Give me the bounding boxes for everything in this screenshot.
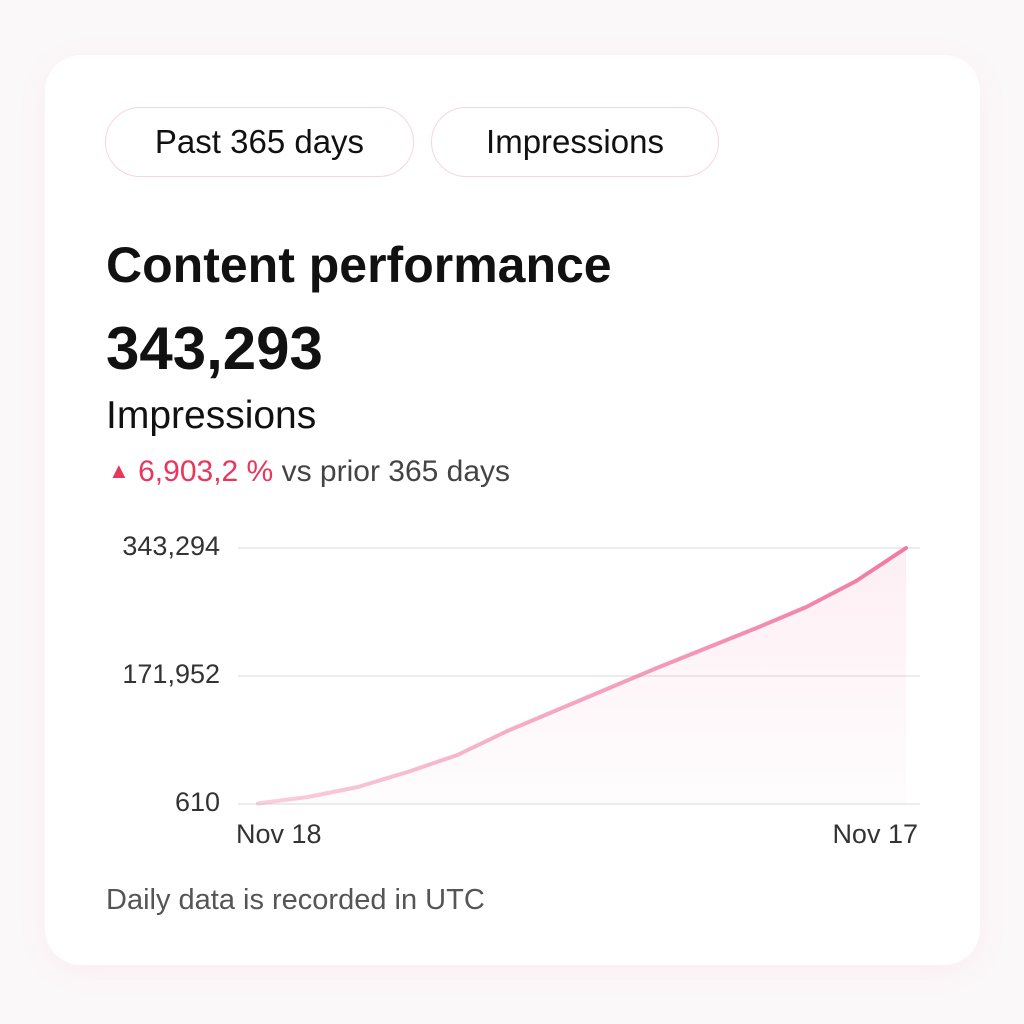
change-row: ▲ 6,903,2 % vs prior 365 days (108, 455, 510, 489)
date-filter[interactable]: Past 365 days (105, 107, 414, 177)
title: Content performance (106, 237, 612, 293)
y-tick-label: 610 (175, 787, 220, 817)
line-area (258, 548, 906, 804)
change: 6,903,2 % (138, 455, 274, 488)
comparison: vs prior 365 days (281, 455, 511, 488)
footer-note: Daily data is recorded in UTC (106, 884, 485, 916)
metric-filter[interactable]: Impressions (431, 107, 719, 177)
x-tick-label: Nov 18 (236, 819, 322, 849)
x-tick-label: Nov 17 (832, 819, 918, 849)
y-tick-label: 343,294 (122, 531, 220, 561)
y-tick-label: 171,952 (122, 659, 220, 689)
line (256, 546, 908, 806)
total: 343,293 (106, 315, 323, 382)
metric-label: Impressions (106, 394, 317, 437)
card (45, 55, 980, 965)
up-arrow: ▲ (108, 458, 130, 483)
